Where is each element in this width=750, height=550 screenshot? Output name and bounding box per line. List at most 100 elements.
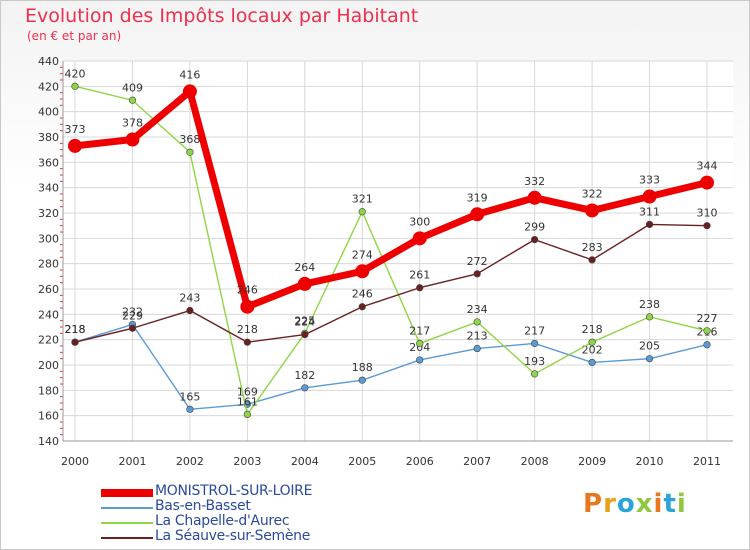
x-tick-label: 2007: [463, 455, 491, 468]
data-point: [71, 338, 79, 346]
data-label: 378: [122, 117, 143, 130]
y-tick-label: 400: [38, 106, 59, 119]
data-label: 218: [237, 323, 258, 336]
data-label: 246: [352, 288, 373, 301]
data-point: [473, 270, 481, 278]
data-label: 300: [409, 215, 430, 228]
legend-swatch: [101, 537, 153, 539]
data-point: [645, 313, 654, 321]
data-point: [358, 303, 366, 311]
data-point: [243, 410, 251, 419]
proxiti-logo: Proxiti: [583, 489, 687, 519]
data-label: 202: [582, 343, 603, 356]
data-label: 225: [294, 314, 315, 327]
data-label: 213: [467, 330, 488, 343]
data-label: 188: [352, 361, 373, 374]
data-label: 311: [639, 205, 660, 218]
data-point: [301, 331, 309, 339]
data-label: 299: [524, 221, 545, 234]
data-label: 161: [237, 395, 258, 408]
data-label: 232: [122, 305, 143, 318]
data-label: 205: [639, 340, 660, 353]
series-line: [74, 323, 708, 411]
data-point: [527, 190, 542, 205]
data-label: 261: [409, 269, 430, 282]
data-point: [645, 220, 654, 228]
data-label: 243: [179, 292, 200, 305]
data-point: [358, 376, 366, 384]
data-point: [301, 384, 309, 392]
data-point: [588, 256, 596, 264]
data-label: 182: [294, 369, 315, 382]
data-point: [186, 405, 194, 413]
x-tick-label: 2000: [61, 455, 89, 468]
data-point: [473, 344, 481, 353]
data-label: 238: [639, 298, 660, 311]
legend-label: La Chapelle-d'Aurec: [155, 513, 290, 529]
x-tick-label: 2006: [406, 455, 434, 468]
data-label: 368: [179, 133, 200, 146]
y-tick-label: 260: [38, 283, 59, 296]
data-label: 333: [639, 174, 660, 187]
data-label: 234: [467, 303, 488, 316]
chart-subtitle: (en € et par an): [27, 29, 122, 43]
data-point: [240, 299, 255, 314]
y-tick-label: 360: [38, 156, 59, 169]
data-label: 272: [467, 255, 488, 268]
y-tick-label: 140: [38, 435, 59, 448]
data-point: [642, 189, 657, 204]
data-label: 420: [65, 67, 86, 80]
data-point: [243, 338, 251, 346]
x-tick-label: 2011: [693, 455, 721, 468]
data-label: 319: [467, 191, 488, 204]
data-label: 310: [697, 207, 718, 220]
y-tick-label: 240: [38, 308, 59, 321]
data-label: 218: [65, 323, 86, 336]
data-label: 224: [294, 316, 315, 329]
data-point: [703, 341, 711, 349]
brand-letter: o: [616, 489, 636, 519]
data-label: 227: [697, 312, 718, 325]
data-label: 165: [179, 390, 200, 403]
y-tick-label: 340: [38, 182, 59, 195]
data-point: [531, 236, 539, 244]
legend-swatch: [101, 489, 153, 497]
data-point: [416, 339, 424, 348]
data-point: [355, 264, 370, 279]
data-point: [703, 327, 711, 335]
y-tick-label: 220: [38, 334, 59, 347]
legend-label: Bas-en-Basset: [155, 498, 251, 514]
series-line: [74, 87, 708, 311]
y-tick-label: 320: [38, 207, 59, 220]
data-point: [700, 175, 714, 190]
data-point: [128, 96, 137, 104]
data-point: [473, 318, 481, 326]
data-point: [68, 138, 82, 153]
y-tick-label: 300: [38, 232, 59, 245]
data-label: 246: [237, 284, 258, 297]
x-tick-label: 2002: [176, 455, 204, 468]
data-label: 229: [122, 309, 143, 322]
data-point: [585, 203, 600, 218]
data-point: [531, 339, 539, 348]
data-point: [588, 338, 596, 346]
x-tick-label: 2004: [291, 455, 319, 468]
data-label: 193: [524, 355, 545, 368]
data-label: 264: [294, 261, 315, 274]
data-point: [703, 222, 711, 230]
y-tick-label: 380: [38, 131, 59, 144]
data-point: [531, 370, 539, 378]
series-line: [74, 223, 708, 343]
data-point: [645, 355, 654, 363]
data-label: 218: [582, 323, 603, 336]
brand-letter: i: [653, 489, 664, 519]
brand-letter: P: [583, 489, 604, 519]
brand-letter: t: [663, 489, 677, 519]
x-tick-label: 2003: [233, 455, 261, 468]
x-tick-label: 2010: [636, 455, 664, 468]
legend-swatch: [101, 507, 153, 509]
y-tick-label: 180: [38, 384, 59, 397]
data-point: [297, 276, 312, 291]
x-tick-label: 2005: [348, 455, 376, 468]
data-label: 204: [409, 341, 430, 354]
